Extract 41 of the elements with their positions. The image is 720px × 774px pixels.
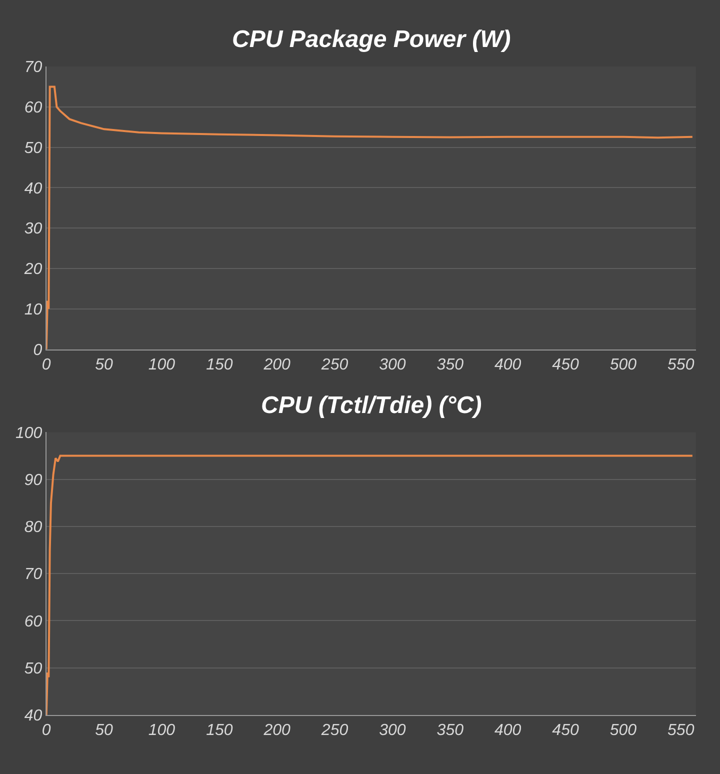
y-tick-label: 60 [24,100,42,117]
x-tick-label: 500 [610,356,637,374]
y-tick-label: 80 [24,519,42,536]
y-tick-label: 100 [15,424,42,442]
y-tick-label: 40 [24,708,42,725]
line-series [46,86,694,350]
y-tick-label: 40 [24,180,42,198]
x-tick-label: 100 [148,722,176,740]
y-tick-label: 50 [24,660,42,678]
y-tick-label: 20 [23,261,42,278]
y-tick-label: 70 [24,566,42,584]
x-tick-label: 150 [206,722,233,740]
chart-title: CPU Package Power (W) [232,26,511,53]
line-series [46,454,694,715]
y-tick-label: 10 [24,302,42,319]
x-tick-label: 500 [610,722,637,740]
y-tick-label: 90 [24,472,42,489]
x-tick-label: 400 [494,356,522,374]
x-tick-label: 400 [494,722,522,740]
y-tick-label: 50 [24,140,42,157]
x-tick-label: 100 [148,356,176,374]
x-tick-label: 200 [262,722,291,740]
x-tick-label: 550 [668,356,694,374]
chart-title: CPU (Tctl/Tdie) (°C) [261,392,482,419]
x-tick-label: 350 [436,722,464,740]
x-tick-label: 150 [206,356,233,374]
x-tick-label: 250 [320,722,348,740]
y-tick-label: 60 [24,613,42,630]
x-tick-label: 300 [379,356,406,374]
x-tick-label: 50 [95,722,114,740]
y-tick-label: 0 [33,342,42,359]
x-tick-label: 550 [668,722,694,740]
x-tick-label: 450 [552,356,579,374]
y-tick-label: 30 [24,220,42,238]
x-tick-label: 250 [320,356,348,374]
x-tick-label: 300 [379,722,406,740]
x-tick-label: 350 [436,356,464,374]
x-tick-label: 50 [95,356,114,374]
y-tick-label: 70 [24,59,42,76]
x-tick-label: 200 [262,356,291,374]
x-tick-label: 450 [552,722,579,740]
